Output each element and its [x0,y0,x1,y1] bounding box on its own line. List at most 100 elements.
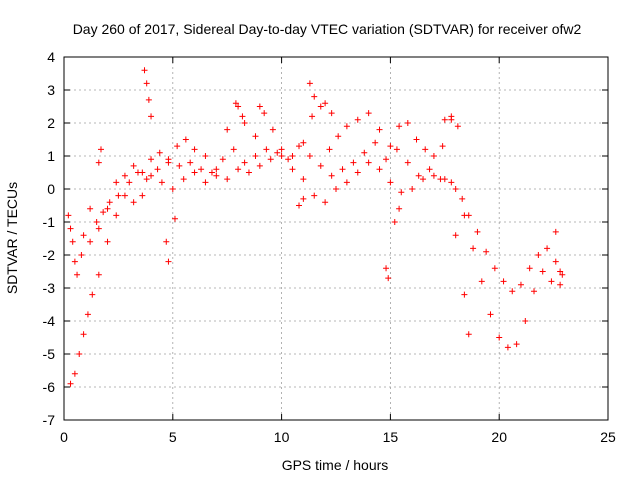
y-tick-label: 3 [47,82,55,98]
data-point [306,153,313,159]
data-point [504,344,511,351]
data-point [139,192,146,199]
data-point [491,265,498,272]
x-tick-label: 25 [600,429,616,445]
y-axis-title: SDTVAR / TECUs [4,182,20,294]
data-point [191,169,198,176]
data-point [289,166,296,173]
data-point [317,162,324,169]
data-point [354,169,361,176]
data-point [148,156,155,163]
data-point [80,232,87,239]
x-tick-label: 15 [383,429,399,445]
data-point [252,153,259,159]
data-point [241,159,248,166]
data-point [232,100,239,107]
data-point [439,143,446,150]
data-point [191,146,198,153]
data-point [376,166,383,173]
data-point [213,172,220,179]
data-point [245,169,252,176]
data-point [134,169,141,176]
data-point [156,149,163,156]
data-point [71,258,78,265]
data-point [559,271,566,278]
data-point [557,268,564,275]
data-point [71,370,78,377]
data-point [483,248,490,255]
data-point [544,245,551,252]
plot-frame [63,56,609,421]
data-point [365,159,372,166]
data-point [409,186,416,192]
data-point [171,215,178,222]
y-tick-label: -1 [43,214,56,230]
data-point [500,278,507,285]
data-point [278,146,285,153]
data-point [87,205,94,212]
data-point [74,271,81,278]
data-point [95,271,102,278]
y-tick-label: 2 [47,115,55,131]
y-tick-label: -6 [43,379,56,395]
data-point [396,123,403,130]
data-point [158,179,165,186]
data-point [496,334,503,341]
data-point [252,133,259,140]
data-point [478,278,485,285]
data-point [148,113,155,120]
data-point [426,166,433,173]
data-point [78,252,85,258]
data-point [296,143,303,150]
data-point [113,212,120,219]
data-point [339,166,346,173]
data-point [404,159,411,166]
data-point [76,351,83,357]
data-point [296,202,303,209]
data-point [535,252,542,258]
data-point [141,67,148,74]
data-point [224,126,231,133]
data-point [376,126,383,133]
data-point [552,228,559,235]
data-point [65,212,72,219]
data-point [176,162,183,169]
data-point [474,228,481,235]
data-point [396,205,403,212]
data-point [202,179,209,186]
data-point [509,288,516,295]
data-point [165,156,172,163]
data-point [256,162,263,169]
data-point [459,195,466,202]
data-point [487,311,494,318]
data-point [343,123,350,130]
x-tick-label: 0 [60,429,68,445]
y-tick-label: -4 [43,313,56,329]
data-point [441,176,448,183]
data-point [145,96,152,103]
data-point [317,103,324,110]
x-tick-label: 20 [491,429,507,445]
data-point [126,179,133,186]
data-point [143,176,150,183]
data-point [557,281,564,288]
y-tick-label: 0 [47,181,55,197]
data-point [452,232,459,239]
data-point [84,311,91,318]
data-point [89,291,96,298]
data-point [165,258,172,265]
data-point [420,176,427,183]
data-point [391,219,398,225]
data-point [241,120,248,126]
data-point [256,103,263,110]
data-point [113,179,120,186]
data-point [448,113,455,120]
data-point [335,133,342,140]
data-point [208,169,215,176]
data-point [143,80,150,87]
data-point [326,146,333,153]
data-point [285,156,292,163]
data-point [430,153,437,159]
data-point [328,172,335,179]
